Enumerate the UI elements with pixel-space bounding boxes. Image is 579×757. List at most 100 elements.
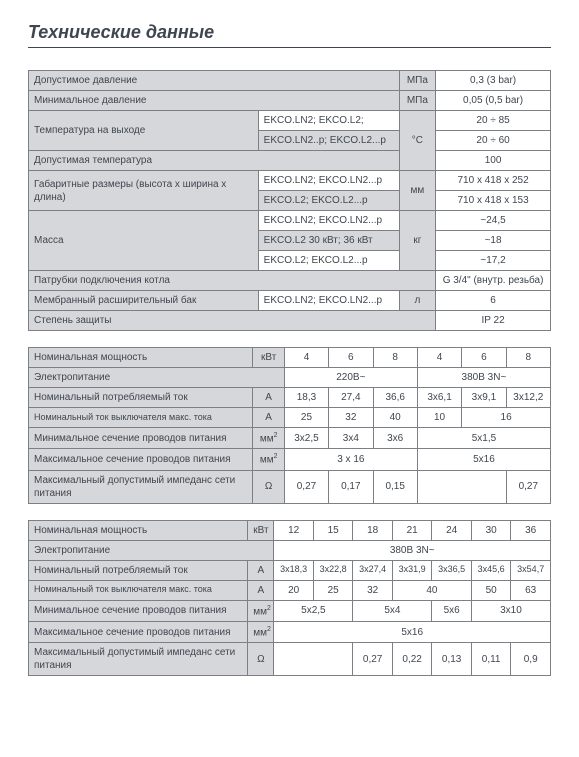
- t2-r4-c1: 25: [284, 408, 328, 428]
- t2-r5-label: Минимальное сечение проводов питания: [29, 428, 253, 449]
- t2-r5-c2: 3x6: [373, 428, 417, 449]
- t3-r3-c5: 3x45,6: [471, 560, 511, 580]
- t1-r8-label: Мембранный расширительный бак: [29, 291, 259, 311]
- t2-r6-unit: мм2: [253, 449, 284, 470]
- t3-r7-c5: 0,13: [432, 643, 472, 676]
- t1-r8-unit: л: [399, 291, 436, 311]
- t1-r3-unit: °C: [399, 111, 436, 171]
- t3-r7-label: Максимальный допустимый импеданс сети пи…: [29, 643, 248, 676]
- t1-r6b-val: ~18: [436, 231, 551, 251]
- t3-r6-label: Максимальное сечение проводов питания: [29, 621, 248, 642]
- t1-r7-val: G 3/4" (внутр. резьба): [436, 271, 551, 291]
- t3-r3-c2: 3x27,4: [353, 560, 393, 580]
- t3-r7-c7: 0,9: [511, 643, 551, 676]
- t2-r3-c3: 3x6,1: [417, 388, 461, 408]
- t2-r7-label: Максимальный допустимый импеданс сети пи…: [29, 470, 253, 503]
- t3-r4-label: Номинальный ток выключателя макс. тока: [29, 580, 248, 600]
- t3-r3-c6: 3x54,7: [511, 560, 551, 580]
- t1-r5-unit: мм: [399, 171, 436, 211]
- t1-r1-val: 0,3 (3 bar): [436, 71, 551, 91]
- t2-r6-right: 5x16: [417, 449, 550, 470]
- t2-r1-c2: 8: [373, 348, 417, 368]
- t3-r1-c1: 15: [313, 520, 353, 540]
- t3-r5-unit: мм2: [248, 600, 274, 621]
- t1-r2-label: Минимальное давление: [29, 91, 400, 111]
- t3-r1-c5: 30: [471, 520, 511, 540]
- t2-r1-c5: 8: [506, 348, 550, 368]
- t2-r7-c1: 0,27: [284, 470, 328, 503]
- t1-r4-val: 100: [436, 151, 551, 171]
- t2-r3-unit: А: [253, 388, 284, 408]
- t2-r7-c3: 0,15: [373, 470, 417, 503]
- t1-r5-label: Габаритные размеры (высота х ширина х дл…: [29, 171, 259, 211]
- t1-r6a-val: ~24,5: [436, 211, 551, 231]
- t2-r5-unit: мм2: [253, 428, 284, 449]
- t2-r2-label: Электропитание: [29, 368, 285, 388]
- t3-r5-b: 5x4: [353, 600, 432, 621]
- t2-r5-c0: 3x2,5: [284, 428, 328, 449]
- t3-r3-unit: А: [248, 560, 274, 580]
- t1-r3a-mid: EKCO.LN2; EKCO.L2;: [258, 111, 399, 131]
- t2-r1-c3: 4: [417, 348, 461, 368]
- t3-r1-c6: 36: [511, 520, 551, 540]
- t2-r2-right: 380В 3N~: [417, 368, 550, 388]
- t1-r8-val: 6: [436, 291, 551, 311]
- t3-r4-c1: 20: [274, 580, 314, 600]
- spec-table-2: Номинальная мощность кВт 4 6 8 4 6 8 Эле…: [28, 347, 551, 504]
- t1-r3b-mid: EKCO.LN2..p; EKCO.L2...p: [258, 131, 399, 151]
- t1-r2-unit: МПа: [399, 91, 436, 111]
- t2-r7-c6: 0,27: [506, 470, 550, 503]
- t2-r3-c2: 36,6: [373, 388, 417, 408]
- t1-r6a-mid: EKCO.LN2; EKCO.LN2...p: [258, 211, 399, 231]
- t2-r1-label: Номинальная мощность: [29, 348, 253, 368]
- t3-r4-unit: А: [248, 580, 274, 600]
- t3-r7-c12: [274, 643, 353, 676]
- t2-r4-c4: 10: [417, 408, 461, 428]
- t2-r6-left: 3 x 16: [284, 449, 417, 470]
- t1-r5b-mid: EKCO.L2; EKCO.L2...p: [258, 191, 399, 211]
- t2-r6-label: Максимальное сечение проводов питания: [29, 449, 253, 470]
- t1-r6-unit: кг: [399, 211, 436, 271]
- t3-r3-c4: 3x36,5: [432, 560, 472, 580]
- t2-r4-c2: 32: [329, 408, 373, 428]
- t3-r3-c1: 3x22,8: [313, 560, 353, 580]
- t2-r7-c45: [417, 470, 506, 503]
- t1-r9-label: Степень защиты: [29, 311, 436, 331]
- t3-r4-c7: 63: [511, 580, 551, 600]
- t3-r5-a: 5x2,5: [274, 600, 353, 621]
- spec-table-3: Номинальная мощность кВт 12 15 18 21 24 …: [28, 520, 551, 677]
- t1-r5b-val: 710 x 418 x 153: [436, 191, 551, 211]
- t1-r1-label: Допустимое давление: [29, 71, 400, 91]
- t2-r7-c2: 0,17: [329, 470, 373, 503]
- t3-r4-c3: 32: [353, 580, 393, 600]
- t2-r1-c4: 6: [462, 348, 506, 368]
- t3-r7-unit: Ω: [248, 643, 274, 676]
- t3-r4-c6: 50: [471, 580, 511, 600]
- t3-r2-label: Электропитание: [29, 540, 274, 560]
- t1-r5a-val: 710 x 418 x 252: [436, 171, 551, 191]
- t1-r6b-mid: EKCO.L2 30 кВт; 36 кВт: [258, 231, 399, 251]
- t3-r2-val: 380В 3N~: [274, 540, 551, 560]
- t2-r3-c4: 3х9,1: [462, 388, 506, 408]
- t2-r1-c1: 6: [329, 348, 373, 368]
- t3-r1-c0: 12: [274, 520, 314, 540]
- t2-r7-unit: Ω: [253, 470, 284, 503]
- t3-r1-c2: 18: [353, 520, 393, 540]
- t1-r1-unit: МПа: [399, 71, 436, 91]
- t2-r2-left: 220В~: [284, 368, 417, 388]
- t3-r3-label: Номинальный потребляемый ток: [29, 560, 248, 580]
- t2-r5-c1: 3x4: [329, 428, 373, 449]
- t1-r6-label: Масса: [29, 211, 259, 271]
- t3-r6-val: 5x16: [274, 621, 551, 642]
- t1-r8-mid: EKCO.LN2; EKCO.LN2...p: [258, 291, 399, 311]
- t1-r4-label: Допустимая температура: [29, 151, 400, 171]
- t2-r4-c3: 40: [373, 408, 417, 428]
- t3-r1-c3: 21: [392, 520, 432, 540]
- t3-r5-label: Минимальное сечение проводов питания: [29, 600, 248, 621]
- t1-r3b-val: 20 ÷ 60: [436, 131, 551, 151]
- t3-r4-c2: 25: [313, 580, 353, 600]
- t3-r7-c3: 0,27: [353, 643, 393, 676]
- t2-r4-c56: 16: [462, 408, 551, 428]
- t3-r5-d: 3x10: [471, 600, 550, 621]
- t1-r7-label: Патрубки подключения котла: [29, 271, 436, 291]
